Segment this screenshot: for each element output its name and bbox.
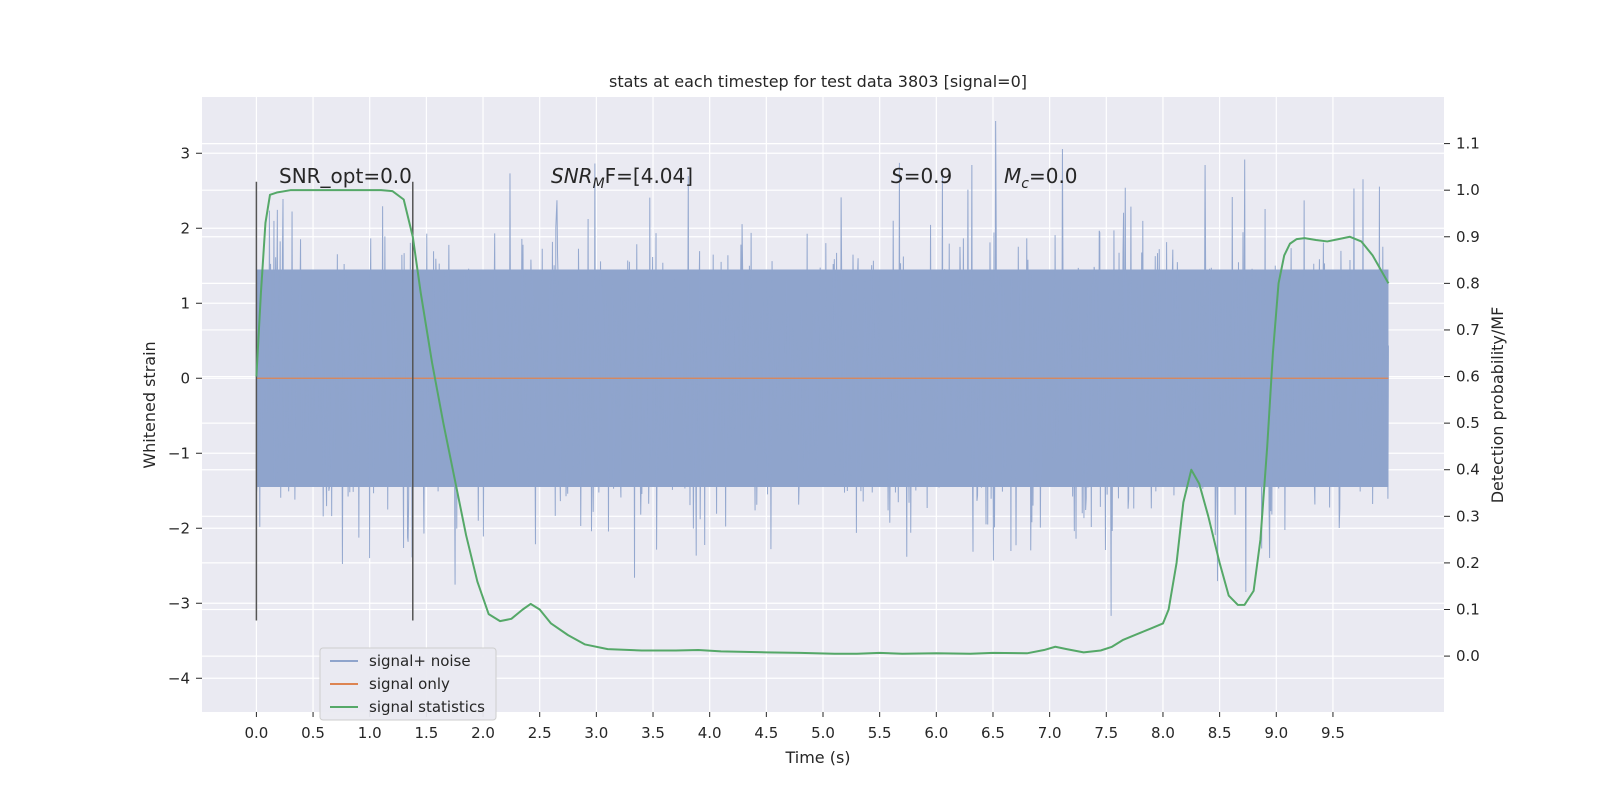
annotation-mc-symbol: M <box>1004 164 1021 188</box>
signal-statistics-line <box>255 189 1390 655</box>
x-tick-label-15: 7.5 <box>1094 724 1118 742</box>
y-tick-label-7: −4 <box>168 669 190 687</box>
y2-tick-label-11: 0.0 <box>1456 647 1480 665</box>
y2-tick-label-1: 1.0 <box>1456 181 1480 199</box>
x-tick-label-13: 6.5 <box>981 724 1005 742</box>
x-tick-label-6: 3.0 <box>584 724 608 742</box>
legend-label-signal-only: signal only <box>369 675 450 693</box>
y-axis-ticks: 3 2 1 0 −1 −2 −3 −4 <box>168 144 202 687</box>
annotation-s-symbol: S <box>891 164 904 188</box>
annotation-s: S=0.9 <box>891 164 952 188</box>
x-tick-label-14: 7.0 <box>1038 724 1062 742</box>
x-tick-label-12: 6.0 <box>924 724 948 742</box>
x-tick-label-8: 4.0 <box>698 724 722 742</box>
x-tick-label-7: 3.5 <box>641 724 665 742</box>
x-tick-label-0: 0.0 <box>244 724 268 742</box>
x-tick-label-1: 0.5 <box>301 724 325 742</box>
y2-tick-label-7: 0.4 <box>1456 461 1480 479</box>
x-tick-label-16: 8.0 <box>1151 724 1175 742</box>
y-axis-title: Whitened strain <box>140 341 159 468</box>
y2-tick-label-8: 0.3 <box>1456 507 1480 525</box>
y2-tick-label-3: 0.8 <box>1456 274 1480 292</box>
annotation-snr-mf-value: F=[4.04] <box>605 164 693 188</box>
y-tick-label-0: 3 <box>180 144 190 162</box>
y2-tick-label-2: 0.9 <box>1456 228 1480 246</box>
legend-label-signal-statistics: signal statistics <box>369 698 485 716</box>
y-tick-label-2: 1 <box>180 294 190 312</box>
y2-tick-label-4: 0.7 <box>1456 321 1480 339</box>
chart-title: stats at each timestep for test data 380… <box>609 72 1027 91</box>
annotation-snr-mf-subscript: M <box>593 176 605 192</box>
y2-axis-title: Detection probability/MF <box>1488 307 1507 504</box>
annotation-mc-value: =0.0 <box>1029 164 1078 188</box>
noise-trace <box>255 120 1389 616</box>
annotation-s-value: =0.9 <box>904 164 953 188</box>
x-tick-label-2: 1.0 <box>358 724 382 742</box>
x-tick-label-19: 9.5 <box>1321 724 1345 742</box>
y2-tick-label-0: 1.1 <box>1456 135 1480 153</box>
y2-tick-label-5: 0.6 <box>1456 368 1480 386</box>
x-tick-label-5: 2.5 <box>528 724 552 742</box>
annotation-snr-mf-symbol: SNR <box>551 164 593 188</box>
y-tick-label-3: 0 <box>180 369 190 387</box>
y2-tick-label-6: 0.5 <box>1456 414 1480 432</box>
y2-tick-label-10: 0.1 <box>1456 601 1480 619</box>
x-tick-label-10: 5.0 <box>811 724 835 742</box>
x-tick-label-9: 4.5 <box>754 724 778 742</box>
y-tick-label-1: 2 <box>180 219 190 237</box>
y2-axis-ticks: 1.1 1.0 0.9 0.8 0.7 0.6 0.5 0.4 0.3 0.2 0.1 0.0 <box>1444 135 1480 665</box>
y-tick-label-5: −2 <box>168 519 190 537</box>
x-tick-label-3: 1.5 <box>414 724 438 742</box>
legend: signal+ noise signal only signal statist… <box>319 647 497 721</box>
x-axis-title: Time (s) <box>784 748 850 767</box>
legend-label-signal-noise: signal+ noise <box>369 652 471 670</box>
y2-tick-label-9: 0.2 <box>1456 554 1480 572</box>
annotation-snr-mf: SNRMF=[4.04] <box>551 164 693 192</box>
annotation-mc-subscript: c <box>1021 176 1029 192</box>
x-axis-ticks: 0.0 0.5 1.0 1.5 2.0 2.5 3.0 3.5 4.0 4.5 5.0 5.5 6.0 6… <box>244 712 1345 742</box>
x-tick-label-11: 5.5 <box>868 724 892 742</box>
annotation-mc: Mc=0.0 <box>1004 164 1078 192</box>
x-tick-label-18: 9.0 <box>1264 724 1288 742</box>
y-tick-label-6: −3 <box>168 594 190 612</box>
legend-box <box>319 647 497 721</box>
vertical-markers <box>255 181 414 621</box>
y-tick-label-4: −1 <box>168 444 190 462</box>
signal-statistics-series <box>255 189 1390 655</box>
annotation-snr-opt: SNR_opt=0.0 <box>279 164 412 188</box>
x-tick-label-17: 8.5 <box>1208 724 1232 742</box>
x-tick-label-4: 2.0 <box>471 724 495 742</box>
